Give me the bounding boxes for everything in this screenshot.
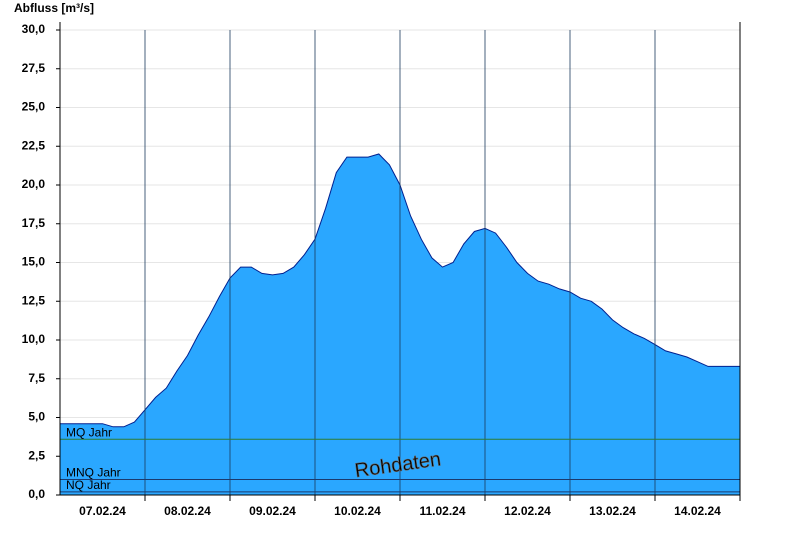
y-tick-label: 27,5 <box>22 61 46 75</box>
y-tick-label: 0,0 <box>28 487 45 501</box>
y-tick-label: 25,0 <box>22 100 46 114</box>
x-tick-label: 12.02.24 <box>504 504 551 518</box>
y-tick-label: 10,0 <box>22 332 46 346</box>
x-tick-label: 11.02.24 <box>419 504 465 518</box>
y-tick-label: 5,0 <box>28 410 45 424</box>
x-tick-label: 08.02.24 <box>164 504 211 518</box>
reference-label: MNQ Jahr <box>66 466 121 480</box>
x-tick-label: 10.02.24 <box>334 504 381 518</box>
y-tick-label: 30,0 <box>22 22 46 36</box>
y-tick-label: 17,5 <box>22 216 46 230</box>
y-tick-label: 2,5 <box>28 448 45 462</box>
y-axis-label: Abfluss [m³/s] <box>14 1 94 15</box>
x-tick-label: 13.02.24 <box>589 504 636 518</box>
x-tick-label: 14.02.24 <box>674 504 721 518</box>
x-tick-label: 09.02.24 <box>249 504 296 518</box>
reference-label: MQ Jahr <box>66 425 112 439</box>
y-tick-label: 22,5 <box>22 138 46 152</box>
y-tick-label: 20,0 <box>22 177 46 191</box>
y-tick-label: 7,5 <box>28 371 45 385</box>
reference-label: NQ Jahr <box>66 478 111 492</box>
x-tick-label: 07.02.24 <box>79 504 126 518</box>
y-tick-label: 15,0 <box>22 255 46 269</box>
y-tick-label: 12,5 <box>22 293 46 307</box>
